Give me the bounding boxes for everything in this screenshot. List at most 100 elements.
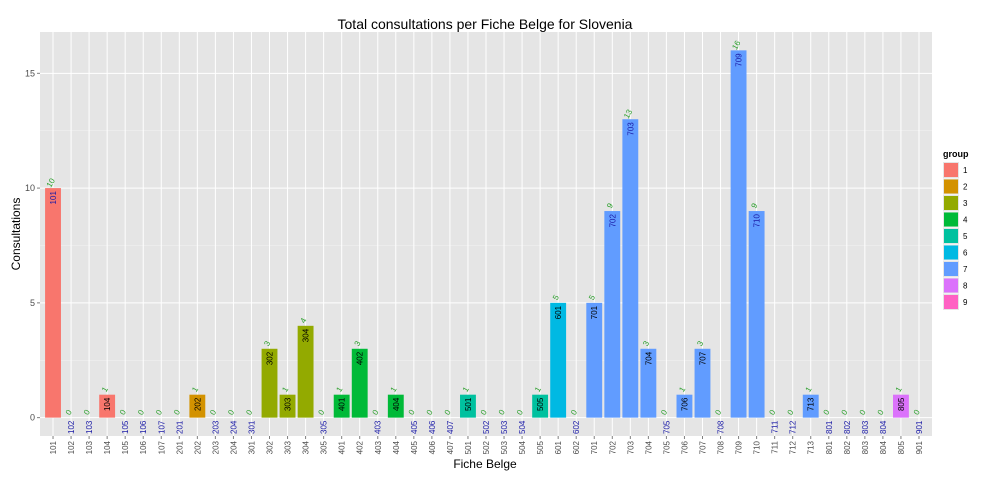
x-tick-label-804: 804 <box>879 440 888 454</box>
x-tick-label-401: 401 <box>338 440 347 454</box>
x-tick-label-302: 302 <box>266 440 275 454</box>
legend: group 1 2 3 4 5 6 7 8 9 <box>943 149 969 310</box>
count-label-706: 1 <box>677 385 687 394</box>
legend-label-3: 3 <box>963 199 968 208</box>
code-label-406: 406 <box>428 420 437 434</box>
x-tick-label-805: 805 <box>897 440 906 454</box>
x-tick-label-107: 107 <box>157 440 166 454</box>
bar-713 <box>802 394 819 418</box>
x-tick-label-202: 202 <box>193 440 202 454</box>
count-label-407: 0 <box>443 408 453 417</box>
code-label-302: 302 <box>266 351 275 365</box>
count-label-103: 0 <box>82 408 92 417</box>
count-label-504: 0 <box>515 408 525 417</box>
code-label-305: 305 <box>320 420 329 434</box>
bar-805 <box>893 394 909 418</box>
code-label-401: 401 <box>338 397 347 411</box>
code-label-804: 804 <box>879 420 888 434</box>
legend-swatch-1 <box>944 163 958 177</box>
code-label-501: 501 <box>464 397 473 411</box>
code-label-502: 502 <box>482 420 491 434</box>
code-label-107: 107 <box>157 420 166 434</box>
code-label-711: 711 <box>771 420 780 433</box>
y-axis-title: Consultations <box>9 198 23 271</box>
code-label-805: 805 <box>897 397 906 411</box>
count-label-203: 0 <box>208 408 218 417</box>
count-label-402: 3 <box>353 339 363 348</box>
count-label-304: 4 <box>298 316 308 325</box>
bar-701 <box>586 302 603 418</box>
bar-104 <box>99 394 116 418</box>
count-label-707: 3 <box>695 339 705 348</box>
legend-label-9: 9 <box>963 298 968 307</box>
bar-702 <box>604 211 621 418</box>
count-label-305: 0 <box>316 408 326 417</box>
code-label-713: 713 <box>807 397 816 411</box>
x-tick-label-502: 502 <box>482 440 491 454</box>
count-label-102: 0 <box>64 408 74 417</box>
y-axis: 0 5 10 15 <box>25 68 40 423</box>
code-label-104: 104 <box>103 397 112 411</box>
legend-swatch-4 <box>944 212 958 227</box>
bar-401 <box>333 394 350 418</box>
count-label-804: 0 <box>876 408 886 417</box>
code-label-705: 705 <box>662 420 671 434</box>
legend-label-2: 2 <box>963 183 968 192</box>
count-label-303: 1 <box>280 385 290 394</box>
legend-label-6: 6 <box>963 249 968 258</box>
legend-title: group <box>943 149 969 159</box>
code-label-901: 901 <box>915 420 924 434</box>
x-tick-label-704: 704 <box>644 440 653 454</box>
legend-swatch-5 <box>944 229 958 243</box>
count-label-702: 9 <box>605 201 615 210</box>
count-label-501: 1 <box>461 385 471 394</box>
code-label-403: 403 <box>374 420 383 434</box>
code-label-701: 701 <box>590 305 599 319</box>
bar-706 <box>676 394 693 418</box>
code-label-505: 505 <box>536 397 545 411</box>
code-label-707: 707 <box>698 351 707 365</box>
x-tick-label-713: 713 <box>807 440 816 454</box>
bar-304 <box>297 325 314 418</box>
x-tick-label-702: 702 <box>608 440 617 454</box>
count-label-805: 1 <box>894 385 904 394</box>
x-tick-label-303: 303 <box>284 440 293 454</box>
bar-202 <box>189 394 206 418</box>
count-label-302: 3 <box>262 339 272 348</box>
y-tick-label: 15 <box>25 68 35 78</box>
y-tick-label: 5 <box>30 298 35 308</box>
count-label-712: 0 <box>786 408 796 417</box>
code-label-105: 105 <box>121 420 130 434</box>
code-label-710: 710 <box>753 214 762 228</box>
bar-709 <box>730 50 747 418</box>
legend-swatch-6 <box>944 245 958 260</box>
x-tick-label-802: 802 <box>843 440 852 454</box>
code-label-703: 703 <box>626 122 635 136</box>
x-tick-label-706: 706 <box>680 440 689 454</box>
code-label-402: 402 <box>356 351 365 365</box>
bar-601 <box>550 302 567 418</box>
code-label-601: 601 <box>554 305 563 319</box>
code-label-204: 204 <box>229 420 238 434</box>
code-label-709: 709 <box>735 53 744 67</box>
legend-label-7: 7 <box>963 265 968 274</box>
code-label-303: 303 <box>284 397 293 411</box>
y-tick-label: 10 <box>25 183 35 193</box>
code-label-704: 704 <box>644 351 653 365</box>
legend-label-8: 8 <box>963 282 968 291</box>
x-tick-label-101: 101 <box>49 440 58 454</box>
x-tick-label-203: 203 <box>211 440 220 454</box>
bar-303 <box>279 394 296 418</box>
legend-swatch-8 <box>944 278 958 293</box>
x-tick-label-503: 503 <box>500 440 509 454</box>
code-label-405: 405 <box>410 420 419 434</box>
x-tick-label-705: 705 <box>662 440 671 454</box>
code-label-802: 802 <box>843 420 852 434</box>
count-label-405: 0 <box>407 408 417 417</box>
code-label-203: 203 <box>211 420 220 434</box>
x-tick-label-708: 708 <box>717 440 726 454</box>
x-tick-label-403: 403 <box>374 440 383 454</box>
count-label-704: 3 <box>641 339 651 348</box>
count-label-602: 0 <box>569 408 579 417</box>
x-tick-label-407: 407 <box>446 440 455 454</box>
